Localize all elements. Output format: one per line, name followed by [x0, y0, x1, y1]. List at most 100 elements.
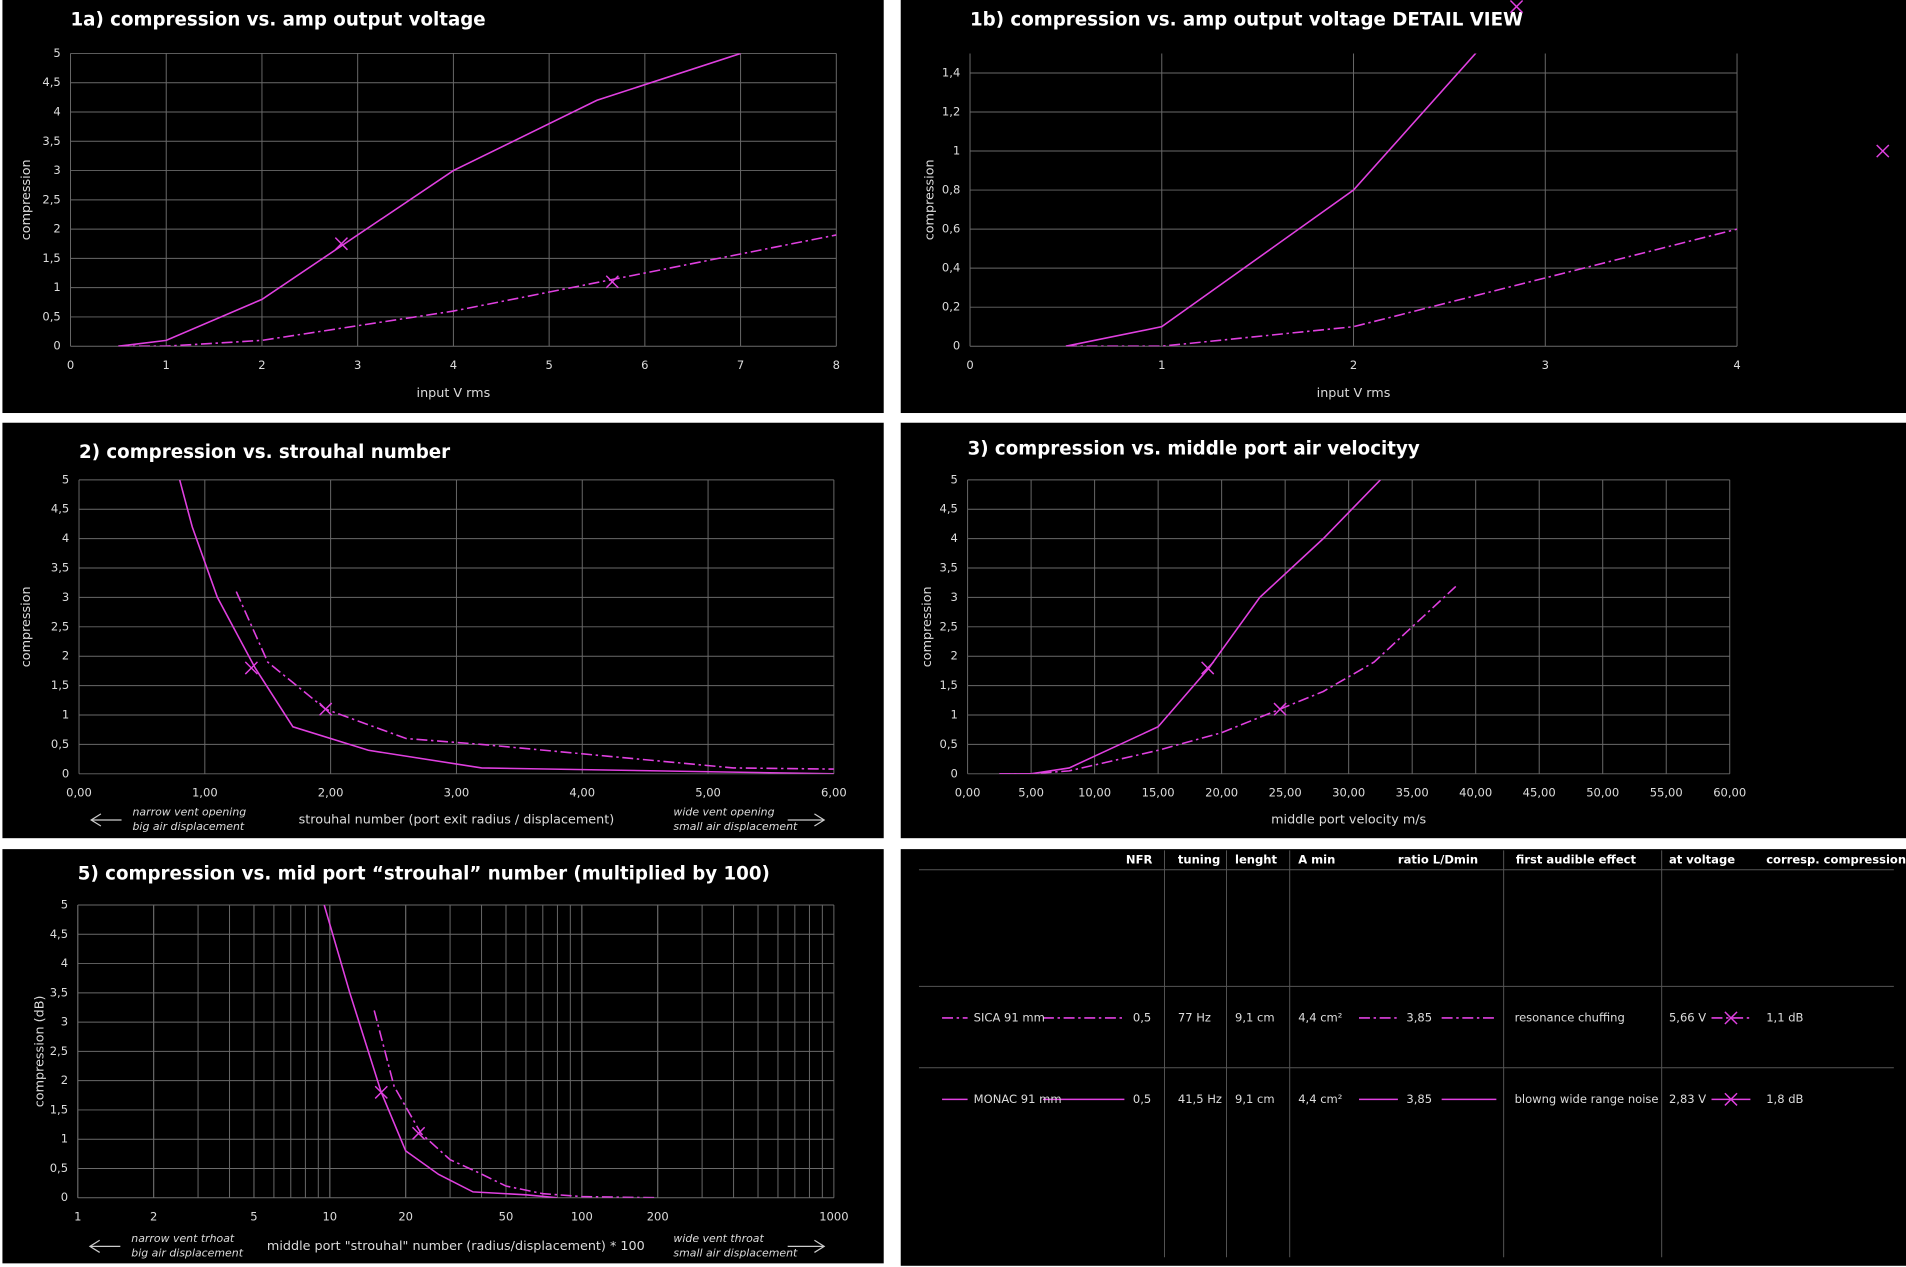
table-cell: SICA 91 mm	[974, 1010, 1045, 1024]
y-tick-label: 2	[53, 222, 60, 236]
x-tick-label: 200	[647, 1210, 669, 1224]
chart-panel: 0 0,2 0,4 0,6 0,8 1 1,2 1,4 0 1 2 3 4 1b) compression…	[900, 0, 1906, 414]
annotation: big air displacement	[132, 820, 244, 833]
y-tick-label: 4	[53, 105, 60, 119]
marker	[1876, 144, 1890, 158]
panel-background	[900, 849, 1906, 1266]
column-header: lenght	[1235, 853, 1277, 867]
x-tick-label: 35,00	[1396, 786, 1429, 800]
plot-lines	[1065, 53, 1738, 347]
y-tick-label: 2,5	[51, 619, 69, 633]
y-tick-label: 3,5	[940, 561, 958, 575]
y-tick-label: 1,4	[942, 65, 960, 79]
series-line	[118, 53, 741, 347]
y-tick-label: 5	[62, 472, 69, 486]
x-tick-label: 100	[571, 1210, 593, 1224]
y-tick-label: 4	[62, 531, 69, 545]
y-tick-label: 3	[53, 163, 60, 177]
arrow-head	[88, 1239, 100, 1253]
x-tick-label: 3,00	[444, 786, 470, 800]
y-tick-label: 2,5	[940, 619, 958, 633]
annotation: narrow vent opening	[132, 806, 246, 819]
y-tick-label: 0,5	[42, 309, 60, 323]
y-tick-label: 0,4	[942, 261, 960, 275]
y-tick-label: 3,5	[50, 985, 68, 999]
x-tick-label: 1,00	[192, 786, 218, 800]
marker	[244, 661, 258, 675]
column-header: ratio L/Dmin	[1398, 853, 1478, 867]
table-cell: 9,1 cm	[1235, 1010, 1275, 1024]
x-tick-label: 2,00	[318, 786, 344, 800]
y-tick-label: 5	[61, 898, 68, 912]
y-tick-label: 2,5	[42, 192, 60, 206]
series-line	[373, 1010, 658, 1198]
y-tick-label: 4,5	[51, 502, 69, 516]
x-tick-label: 5,00	[1018, 786, 1044, 800]
panel-background	[2, 0, 884, 414]
marker	[1273, 702, 1287, 716]
series-line	[999, 479, 1381, 774]
x-tick-label: 4	[450, 358, 457, 372]
x-tick-label: 7	[737, 358, 744, 372]
x-tick-label: 3	[1542, 358, 1549, 372]
marker	[1201, 661, 1215, 675]
arrow-head	[814, 1239, 826, 1253]
x-tick-label: 5	[250, 1210, 257, 1224]
table-cell: 3,85	[1406, 1010, 1432, 1024]
plot-lines	[118, 53, 837, 347]
y-tick-label: 2	[951, 649, 958, 663]
x-tick-label: 1	[1158, 358, 1165, 372]
column-header: tuning	[1178, 853, 1220, 867]
plot-markers	[1201, 661, 1287, 716]
x-axis-title: input V rms	[417, 386, 491, 401]
column-header: first audible effect	[1516, 853, 1637, 867]
y-tick-label: 1	[61, 1132, 68, 1146]
x-axis-title: input V rms	[1317, 386, 1391, 401]
y-tick-label: 0	[953, 339, 960, 353]
marker	[1509, 0, 1524, 14]
y-tick-label: 0,5	[50, 1161, 68, 1175]
x-tick-label: 45,00	[1523, 786, 1556, 800]
y-tick-label: 3,5	[42, 134, 60, 148]
y-tick-label: 5	[951, 472, 958, 486]
arrow-head	[814, 813, 826, 827]
x-tick-label: 50	[499, 1210, 514, 1224]
plot-lines	[178, 479, 834, 774]
plot-lines	[999, 479, 1458, 774]
table-cell: resonance chuffing	[1515, 1010, 1625, 1024]
y-tick-label: 0,2	[942, 300, 960, 314]
y-tick-label: 2,5	[50, 1044, 68, 1058]
x-tick-label: 6	[641, 358, 648, 372]
x-tick-label: 0	[67, 358, 74, 372]
y-axis-title: compression (dB)	[33, 996, 48, 1108]
y-tick-label: 2	[61, 1073, 68, 1087]
marker	[374, 1085, 388, 1099]
y-tick-label: 1	[953, 144, 960, 158]
y-tick-label: 3	[61, 1015, 68, 1029]
chart-panel: 0 0,5 1 1,5 2 2,5 3 3,5 4 4,5 5 1 2 5 10 20 50 100 200 1000…	[2, 849, 884, 1264]
x-axis-title: strouhal number (port exit radius / disp…	[299, 812, 615, 827]
x-tick-label: 3	[354, 358, 361, 372]
x-tick-label: 60,00	[1713, 786, 1746, 800]
annotation: wide vent opening	[673, 806, 774, 819]
table-cell: 2,83 V	[1669, 1092, 1706, 1106]
x-tick-label: 8	[833, 358, 840, 372]
table: NFR tuning lenght A min ratio L/Dmin first au…	[900, 849, 1906, 1266]
chart-panel: 0 0,5 1 1,5 2 2,5 3 3,5 4 4,5 5 0,00 1,00 2,00 3,00 4,0…	[2, 422, 884, 839]
y-tick-label: 1	[951, 708, 958, 722]
column-header: A min	[1298, 853, 1335, 867]
plot-markers	[1509, 0, 1890, 158]
marker	[411, 1126, 426, 1140]
chart-panel: 0 0,5 1 1,5 2 2,5 3 3,5 4 4,5 5 0 1 2 3 4 5 6 7 8 1a) compre…	[2, 0, 884, 414]
marker	[319, 702, 333, 716]
x-tick-label: 4,00	[569, 786, 595, 800]
series-line	[178, 479, 834, 774]
panel-background	[900, 0, 1906, 414]
annotation: small air displacement	[673, 1247, 798, 1260]
x-tick-label: 20	[398, 1210, 413, 1224]
y-tick-label: 3	[62, 590, 69, 604]
x-tick-label: 25,00	[1269, 786, 1302, 800]
y-axis-title: compression	[19, 586, 34, 667]
x-axis-title: middle port velocity m/s	[1271, 812, 1426, 827]
